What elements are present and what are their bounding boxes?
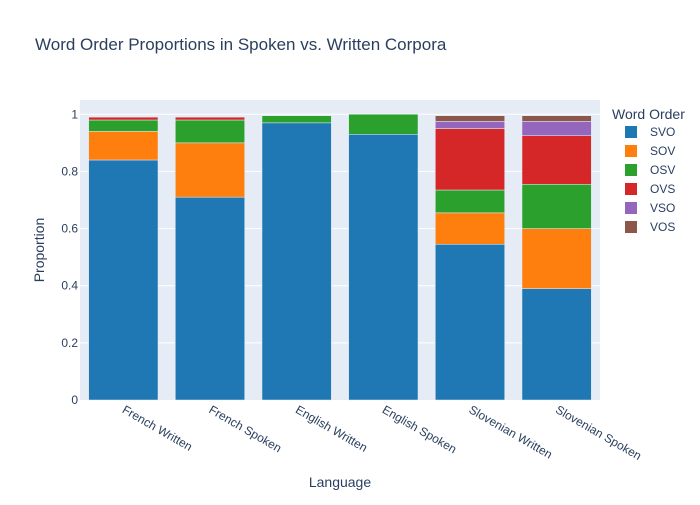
bar-segment-ovs bbox=[175, 116, 245, 121]
legend-swatch bbox=[625, 126, 637, 138]
bar-segment-svo bbox=[521, 288, 592, 401]
x-axis-label: Language bbox=[309, 474, 372, 490]
bar-segment-vos bbox=[521, 115, 592, 122]
chart-title: Word Order Proportions in Spoken vs. Wri… bbox=[35, 35, 447, 54]
bar-segment-osv bbox=[348, 114, 419, 135]
legend-items: SVO SOV OSV OVS VSO VOS bbox=[625, 125, 675, 234]
bar-segment-sov bbox=[175, 142, 245, 198]
y-tick-label: 0.2 bbox=[61, 336, 78, 350]
bar-segment-sov bbox=[521, 228, 592, 289]
legend-item-vos[interactable]: VOS bbox=[625, 220, 675, 234]
y-axis-label: Proportion bbox=[31, 218, 47, 283]
legend-label: VSO bbox=[650, 201, 675, 215]
bar-segment-osv bbox=[261, 115, 332, 124]
y-tick-label: 0 bbox=[71, 393, 78, 407]
legend-swatch bbox=[625, 145, 637, 157]
bar-segment-svo bbox=[435, 244, 505, 401]
bar-segment-svo bbox=[348, 134, 419, 401]
bar-segment-ovs bbox=[521, 135, 592, 185]
bar-segment-osv bbox=[175, 119, 245, 144]
legend-item-ovs[interactable]: OVS bbox=[625, 182, 675, 196]
legend-label: OSV bbox=[650, 163, 675, 177]
legend-label: SVO bbox=[650, 125, 675, 139]
bar-segment-ovs bbox=[435, 128, 505, 191]
bar-segment-svo bbox=[88, 159, 159, 401]
bar-segment-osv bbox=[88, 119, 159, 132]
legend-swatch bbox=[625, 221, 637, 233]
bar-segment-sov bbox=[88, 131, 159, 161]
bar-segment-svo bbox=[175, 196, 245, 401]
y-axis-ticks: 0 0.2 0.4 0.6 0.8 1 bbox=[61, 107, 78, 407]
legend-swatch bbox=[625, 202, 637, 214]
bar-segment-vso bbox=[435, 121, 505, 129]
legend-item-osv[interactable]: OSV bbox=[625, 163, 675, 177]
legend-label: SOV bbox=[650, 144, 675, 158]
bar-segment-osv bbox=[435, 189, 505, 214]
legend-label: OVS bbox=[650, 182, 675, 196]
legend-swatch bbox=[625, 183, 637, 195]
bar-segment-vos bbox=[435, 115, 505, 122]
legend: Word Order SVO SOV OSV OVS VSO VOS bbox=[612, 106, 685, 234]
y-gridlines bbox=[80, 113, 600, 344]
legend-title: Word Order bbox=[612, 106, 685, 122]
plot-area bbox=[80, 100, 600, 400]
y-tick-label: 0.4 bbox=[61, 279, 78, 293]
bar-segment-svo bbox=[261, 122, 332, 401]
legend-item-sov[interactable]: SOV bbox=[625, 144, 675, 158]
y-tick-label: 0.8 bbox=[61, 164, 78, 178]
legend-label: VOS bbox=[650, 220, 675, 234]
bar-segment-vso bbox=[521, 121, 592, 136]
bar-segment-osv bbox=[521, 184, 592, 229]
legend-item-svo[interactable]: SVO bbox=[625, 125, 675, 139]
legend-swatch bbox=[625, 164, 637, 176]
y-tick-label: 0.6 bbox=[61, 222, 78, 236]
bars bbox=[88, 114, 592, 401]
bar-segment-sov bbox=[435, 212, 505, 245]
legend-item-vso[interactable]: VSO bbox=[625, 201, 675, 215]
bar-segment-ovs bbox=[88, 116, 159, 121]
y-tick-label: 1 bbox=[71, 107, 78, 121]
